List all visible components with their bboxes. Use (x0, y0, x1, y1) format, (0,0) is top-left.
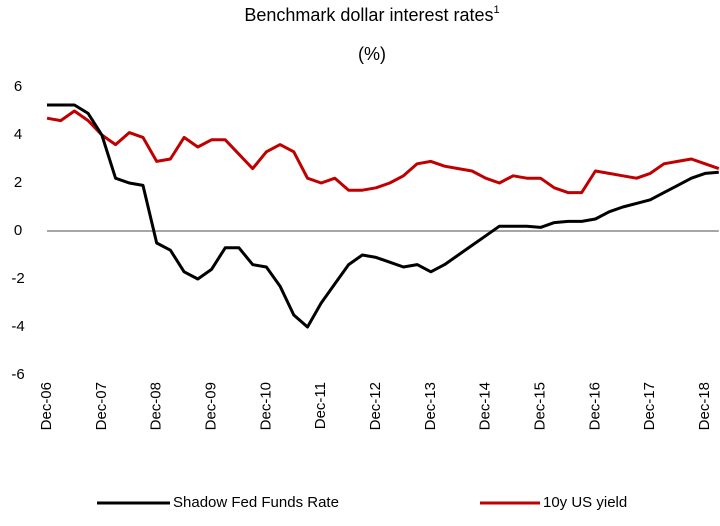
y-tick-label: -4 (11, 318, 24, 335)
legend-label: 10y US yield (543, 494, 627, 511)
x-tick-label: Dec-15 (532, 382, 549, 430)
y-tick-label: 6 (14, 78, 22, 95)
y-tick-label: 4 (14, 126, 22, 143)
chart-title-text: Benchmark dollar interest rates (244, 5, 493, 25)
x-tick-label: Dec-06 (38, 382, 55, 430)
x-tick-label: Dec-17 (641, 382, 658, 430)
x-tick-label: Dec-07 (93, 382, 110, 430)
x-tick-label: Dec-18 (696, 382, 713, 430)
series-line (46, 109, 720, 195)
x-tick-label: Dec-09 (202, 382, 219, 430)
legend-label: Shadow Fed Funds Rate (173, 494, 339, 511)
x-tick-label: Dec-08 (148, 382, 165, 430)
x-tick-label: Dec-11 (312, 382, 329, 429)
x-tick-label: Dec-14 (477, 382, 494, 430)
title-footnote: 1 (493, 4, 499, 16)
x-tick-label: Dec-16 (586, 382, 603, 430)
y-tick-label: -6 (11, 366, 24, 383)
chart-title: Benchmark dollar interest rates1 (244, 4, 499, 25)
x-tick-label: Dec-12 (367, 382, 384, 430)
x-tick-label: Dec-10 (257, 382, 274, 430)
y-tick-label: 2 (14, 174, 22, 191)
series-line (47, 103, 719, 329)
y-tick-label: -2 (11, 270, 24, 287)
chart-subtitle: (%) (358, 44, 386, 64)
x-tick-label: Dec-13 (422, 382, 439, 430)
y-tick-label: 0 (14, 222, 22, 239)
